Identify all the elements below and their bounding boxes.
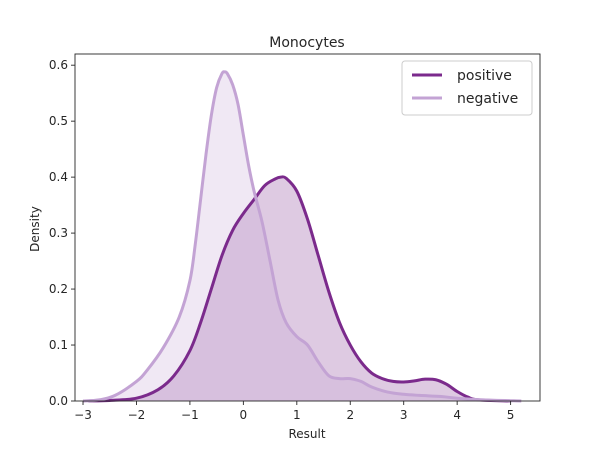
x-tick-label: 4 <box>453 408 461 422</box>
y-tick-label: 0.0 <box>49 394 68 408</box>
legend: positive negative <box>401 60 533 116</box>
density-areas <box>83 71 522 401</box>
x-tick-label: 1 <box>293 408 301 422</box>
y-tick-label: 0.6 <box>49 58 68 72</box>
x-axis-ticks: −3 −2 −1 0 1 2 3 4 5 <box>74 401 514 422</box>
y-tick-label: 0.1 <box>49 338 68 352</box>
density-fill-negative <box>83 71 522 401</box>
legend-label-negative: negative <box>457 91 518 107</box>
x-tick-label: 2 <box>346 408 354 422</box>
x-tick-label: −1 <box>181 408 199 422</box>
x-tick-label: 3 <box>400 408 408 422</box>
y-tick-label: 0.3 <box>49 226 68 240</box>
density-line-negative <box>82 70 522 403</box>
x-tick-label: 0 <box>240 408 248 422</box>
legend-label-positive: positive <box>457 68 512 84</box>
y-tick-label: 0.2 <box>49 282 68 296</box>
density-lines <box>82 70 522 403</box>
y-axis-title: Density <box>28 206 42 252</box>
chart-title: Monocytes <box>269 35 344 51</box>
x-tick-label: −2 <box>128 408 146 422</box>
plot-frame <box>74 53 541 402</box>
density-line-positive <box>88 175 511 403</box>
x-tick-label: −3 <box>74 408 92 422</box>
x-axis-title: Result <box>288 427 325 441</box>
y-tick-label: 0.4 <box>49 170 68 184</box>
x-tick-label: 5 <box>507 408 515 422</box>
y-tick-label: 0.5 <box>49 114 68 128</box>
y-axis-ticks: 0.0 0.1 0.2 0.3 0.4 0.5 0.6 <box>49 58 75 408</box>
